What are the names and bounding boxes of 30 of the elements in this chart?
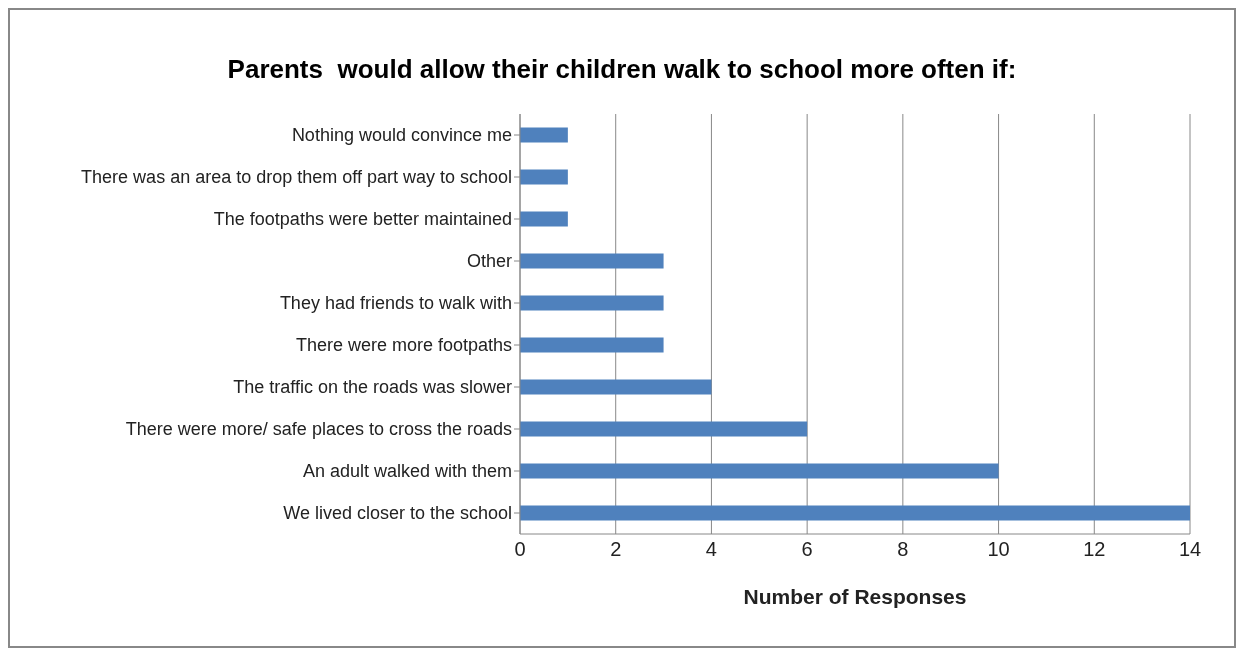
x-tick-label: 8: [897, 538, 909, 561]
x-tick-label: 6: [801, 538, 813, 561]
y-tick-label: The traffic on the roads was slower: [233, 377, 512, 398]
x-axis-title: Number of Responses: [743, 585, 967, 608]
x-tick-label: 0: [514, 538, 526, 561]
x-tick-label: 2: [610, 538, 622, 561]
bar: [520, 421, 808, 437]
bar: [520, 127, 568, 143]
x-tick-label: 12: [1083, 538, 1106, 561]
x-tick-label: 10: [987, 538, 1010, 561]
x-tick-label: 4: [705, 538, 717, 561]
x-tick-label: 14: [1178, 538, 1202, 561]
bar: [520, 379, 712, 395]
bar: [520, 295, 664, 311]
y-tick-label: An adult walked with them: [302, 461, 512, 482]
bar: [520, 337, 664, 353]
bar: [520, 463, 999, 479]
y-tick-label: There was an area to drop them off part way to school: [81, 167, 512, 188]
y-tick-label: Other: [466, 251, 512, 272]
y-tick-label: We lived closer to the school: [283, 503, 512, 524]
y-tick-label: The footpaths were better maintained: [213, 209, 512, 230]
bar: [520, 253, 664, 269]
bar: [520, 505, 1190, 521]
y-tick-label: There were more/ safe places to cross the roads: [125, 419, 512, 440]
bar: [520, 211, 568, 227]
y-tick-label: They had friends to walk with: [279, 293, 512, 314]
chart-title: Parents would allow their children walk to school more often if:: [226, 54, 1018, 86]
y-tick-label: There were more footpaths: [295, 335, 512, 356]
y-tick-label: Nothing would convince me: [291, 125, 512, 146]
bar: [520, 169, 568, 185]
